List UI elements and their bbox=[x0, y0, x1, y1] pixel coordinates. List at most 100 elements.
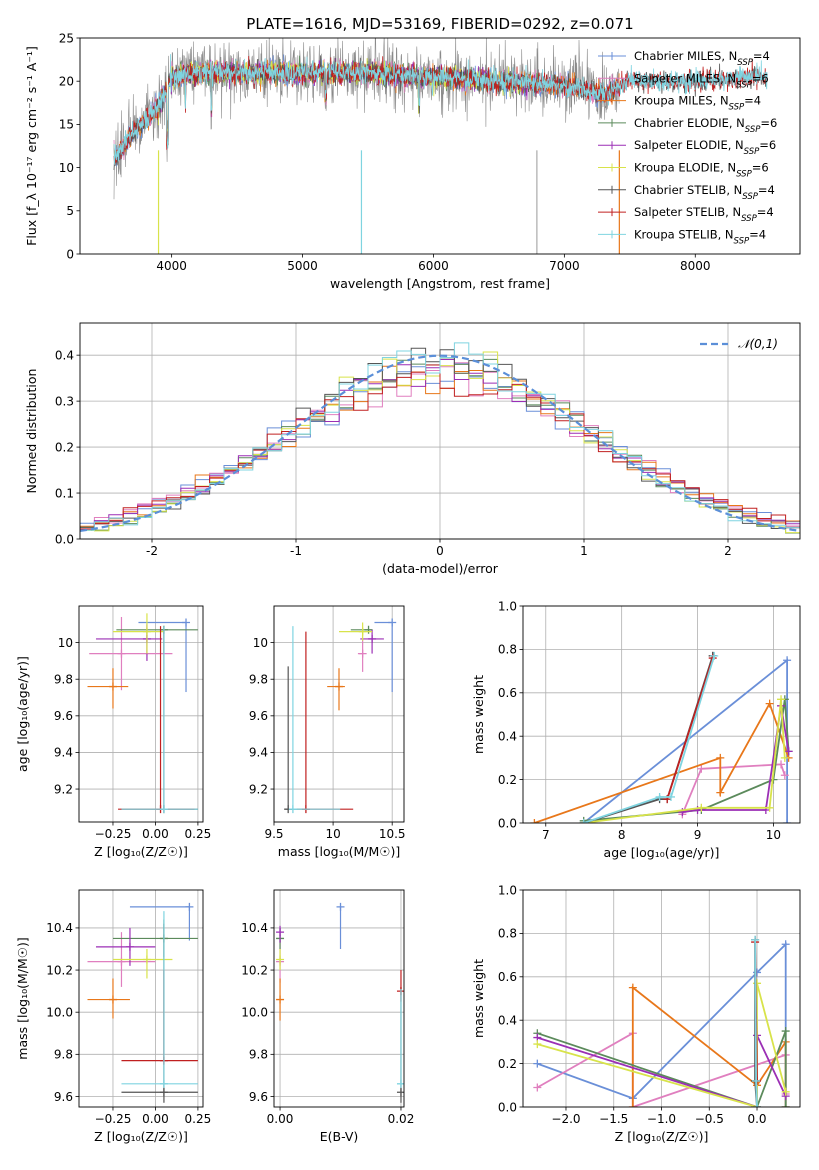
mass-vs-EBV-xlabel: E(B-V) bbox=[320, 1129, 359, 1144]
residuals-frame: -2 -1 0 1 2 0.0 0.1 0.2 0.3 0.4 (data-model)/error… bbox=[24, 322, 801, 576]
spectrum-ytick-label: 0 bbox=[66, 247, 74, 261]
marker-kroupa-stelib bbox=[752, 1076, 761, 1085]
marker-chabrier-elodie bbox=[781, 1027, 790, 1036]
mass-weight-vs-Z-xtick-label: −1.5 bbox=[599, 1112, 628, 1126]
figure-title: PLATE=1616, MJD=53169, FIBERID=0292, z=0… bbox=[246, 15, 633, 33]
point-salpeter-stelib bbox=[118, 626, 195, 814]
normal-distribution-curve bbox=[80, 354, 800, 532]
line-chabrier-stelib bbox=[583, 655, 714, 823]
legend-label-kroupa-elodie: Kroupa ELODIE, NSSP=6 bbox=[634, 161, 769, 180]
point-chabrier-miles bbox=[129, 902, 194, 941]
point-kroupa-elodie bbox=[112, 948, 173, 979]
mass-weight-vs-age-grid bbox=[523, 605, 800, 824]
age-vs-Z-xlabel: Z [log₁₀(Z/Z☉)] bbox=[94, 844, 188, 859]
mass-weight-vs-age-xtick-label: 10 bbox=[766, 828, 781, 842]
marker bbox=[358, 627, 367, 636]
mass-vs-Z-xtick-label: 0.25 bbox=[185, 1112, 212, 1126]
histogram-kroupa-miles bbox=[80, 365, 800, 527]
legend-label-kroupa-miles: Kroupa MILES, NSSP=4 bbox=[634, 94, 761, 113]
mass-vs-EBV-plot-area bbox=[276, 902, 404, 1103]
mass-vs-EBV-ytick-label: 10.2 bbox=[241, 963, 268, 977]
marker-salpeter-miles bbox=[697, 764, 706, 773]
mass-vs-Z-ytick-label: 9.6 bbox=[54, 1090, 73, 1104]
point-kroupa-stelib bbox=[121, 911, 198, 1088]
point-salpeter-elodie bbox=[276, 925, 285, 943]
mass-weight-vs-age-ytick-label: 0.6 bbox=[498, 686, 517, 700]
age-vs-Z-xtick-label: 0.25 bbox=[185, 827, 212, 841]
line-kroupa-stelib bbox=[583, 655, 716, 823]
age-vs-mass-axes: 9.5 10 10.5 9.2 9.4 9.6 9.8 10 mass [log₁₀(M/M☉)… bbox=[249, 605, 406, 859]
marker-kroupa-miles bbox=[765, 699, 774, 708]
mass-weight-vs-age-axes: 7 8 9 10 0.0 0.2 0.4 0.6 0.8 1.0 age [log₁₀(age/yr… bbox=[471, 599, 801, 860]
point-chabrier-miles bbox=[336, 902, 345, 949]
marker bbox=[117, 957, 126, 966]
spectrum-plot-area bbox=[113, 38, 768, 254]
marker bbox=[358, 649, 367, 658]
residuals-ytick-label: 0.0 bbox=[55, 532, 74, 546]
mass-weight-vs-Z-plot-area bbox=[533, 935, 790, 1107]
mass-vs-Z-ytick-label: 10.0 bbox=[46, 1005, 73, 1019]
mass-weight-vs-Z-border bbox=[522, 889, 801, 1108]
line-salpeter-stelib bbox=[666, 657, 714, 800]
mass-weight-vs-Z-ylabel: mass weight bbox=[471, 959, 486, 1038]
residuals-ytick-label: 0.3 bbox=[55, 394, 74, 408]
residuals-xlabel: (data-model)/error bbox=[382, 561, 499, 576]
mass-vs-EBV-ytick-label: 10.4 bbox=[241, 921, 268, 935]
mass-weight-vs-age-xtick-label: 9 bbox=[694, 828, 702, 842]
mass-vs-EBV-frame: 0.00 0.02 9.6 9.8 10.0 10.2 10.4 E(B-V) bbox=[241, 889, 415, 1144]
line-kroupa-elodie bbox=[583, 699, 786, 823]
marker bbox=[336, 902, 345, 911]
mass-weight-vs-age-ytick-label: 0.4 bbox=[498, 730, 517, 744]
residuals-legend: 𝒩(0,1) bbox=[700, 337, 778, 351]
spectrum-xtick-label: 6000 bbox=[418, 259, 449, 273]
marker-kroupa-stelib bbox=[753, 1103, 762, 1107]
age-vs-mass-ytick-label: 9.6 bbox=[249, 709, 268, 723]
mass-weight-vs-age-ytick-label: 0.8 bbox=[498, 643, 517, 657]
mass-weight-vs-Z-xlabel: Z [log₁₀(Z/Z☉)] bbox=[615, 1129, 709, 1144]
marker bbox=[159, 1079, 168, 1088]
age-vs-Z-axes: −0.25 0.00 0.25 9.2 9.4 9.6 9.8 10 Z [log₁₀(Z/Z☉… bbox=[15, 605, 212, 859]
point-kroupa-elodie bbox=[112, 613, 164, 654]
marker bbox=[288, 805, 297, 814]
spectrum-xtick-label: 4000 bbox=[156, 259, 187, 273]
marker-chabrier-elodie bbox=[781, 1103, 790, 1107]
marker-kroupa-elodie bbox=[780, 753, 789, 762]
residuals-xtick-label: 0 bbox=[436, 544, 444, 558]
point-chabrier-stelib bbox=[121, 923, 198, 1103]
mass-weight-vs-Z-ytick-label: 0.0 bbox=[498, 1100, 517, 1114]
spectrum-ytick-label: 25 bbox=[59, 31, 74, 45]
marker-salpeter-miles bbox=[533, 1083, 542, 1092]
mass-weight-vs-age-frame: 7 8 9 10 0.0 0.2 0.4 0.6 0.8 1.0 age [log₁₀(age/yr… bbox=[471, 599, 801, 860]
point-kroupa-elodie bbox=[339, 622, 373, 641]
marker bbox=[142, 955, 151, 964]
spectrum-ytick-label: 15 bbox=[59, 118, 74, 132]
point-kroupa-elodie bbox=[276, 948, 285, 971]
mass-weight-vs-age-ylabel: mass weight bbox=[471, 675, 486, 754]
marker-chabrier-miles bbox=[783, 819, 792, 823]
histogram-salpeter-stelib bbox=[80, 364, 800, 530]
point-kroupa-stelib bbox=[121, 626, 198, 814]
mass-weight-vs-Z-ytick-label: 0.6 bbox=[498, 970, 517, 984]
marker-kroupa-stelib bbox=[710, 651, 719, 660]
marker-kroupa-elodie bbox=[697, 803, 706, 812]
age-vs-mass-frame: 9.5 10 10.5 9.2 9.4 9.6 9.8 10 mass [log₁₀(M/M☉)… bbox=[249, 605, 406, 859]
age-vs-Z-border bbox=[78, 605, 204, 823]
marker bbox=[388, 618, 397, 627]
mass-weight-vs-age-xtick-label: 8 bbox=[618, 828, 626, 842]
mass-weight-vs-Z-xtick-label: 0.0 bbox=[747, 1112, 766, 1126]
mass-vs-Z-grid bbox=[79, 890, 203, 1107]
histogram-kroupa-stelib bbox=[80, 342, 800, 531]
marker bbox=[335, 682, 343, 691]
age-vs-mass-ytick-label: 10 bbox=[253, 636, 268, 650]
mass-weight-vs-Z-ytick-label: 0.2 bbox=[498, 1057, 517, 1071]
age-vs-Z-plot-area bbox=[87, 613, 198, 814]
mass-vs-Z-xtick-label: 0.00 bbox=[142, 1112, 169, 1126]
mass-vs-EBV-xtick-label: 0.02 bbox=[388, 1112, 415, 1126]
age-vs-Z-grid bbox=[79, 606, 203, 822]
legend-label-chabrier-stelib: Chabrier STELIB, NSSP=4 bbox=[634, 183, 775, 202]
marker bbox=[159, 1088, 168, 1097]
mass-weight-vs-Z-xtick-label: −1.0 bbox=[647, 1112, 676, 1126]
mass-weight-vs-age-xlabel: age [log₁₀(age/yr)] bbox=[604, 845, 720, 860]
mass-weight-vs-Z-ytick-label: 0.4 bbox=[498, 1014, 517, 1028]
